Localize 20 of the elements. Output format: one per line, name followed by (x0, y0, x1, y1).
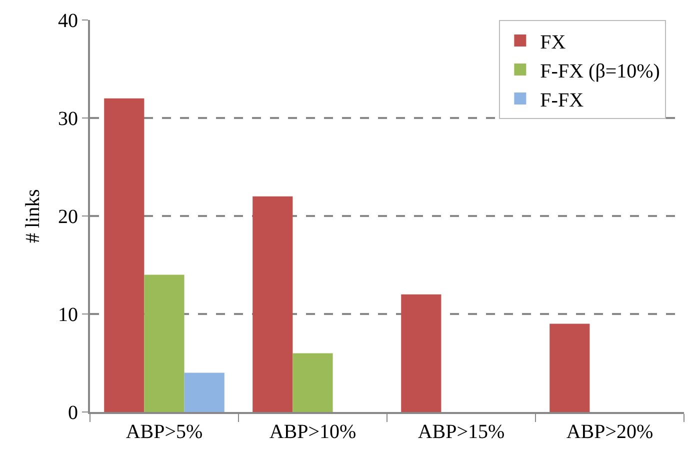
bar (144, 274, 184, 412)
legend-label: F-FX (540, 89, 584, 112)
bar (184, 372, 224, 412)
x-tick-label: ABP>20% (566, 421, 654, 443)
legend-label: FX (540, 31, 566, 54)
bar (252, 196, 293, 412)
bar (104, 98, 144, 412)
bar (401, 294, 442, 412)
y-tick-label: 30 (58, 108, 78, 130)
y-axis-title: # links (22, 188, 44, 243)
y-tick-label: 10 (58, 304, 78, 326)
y-tick-label: 40 (58, 10, 78, 32)
legend-label: F-FX (β=10%) (540, 60, 660, 82)
bar (550, 324, 590, 412)
x-tick-label: ABP>15% (418, 421, 505, 443)
y-tick-label: 20 (58, 206, 78, 228)
bar (292, 353, 333, 412)
x-tick-label: ABP>10% (269, 421, 356, 443)
x-tick-label: ABP>5% (126, 421, 203, 443)
y-tick-label: 0 (68, 402, 78, 424)
